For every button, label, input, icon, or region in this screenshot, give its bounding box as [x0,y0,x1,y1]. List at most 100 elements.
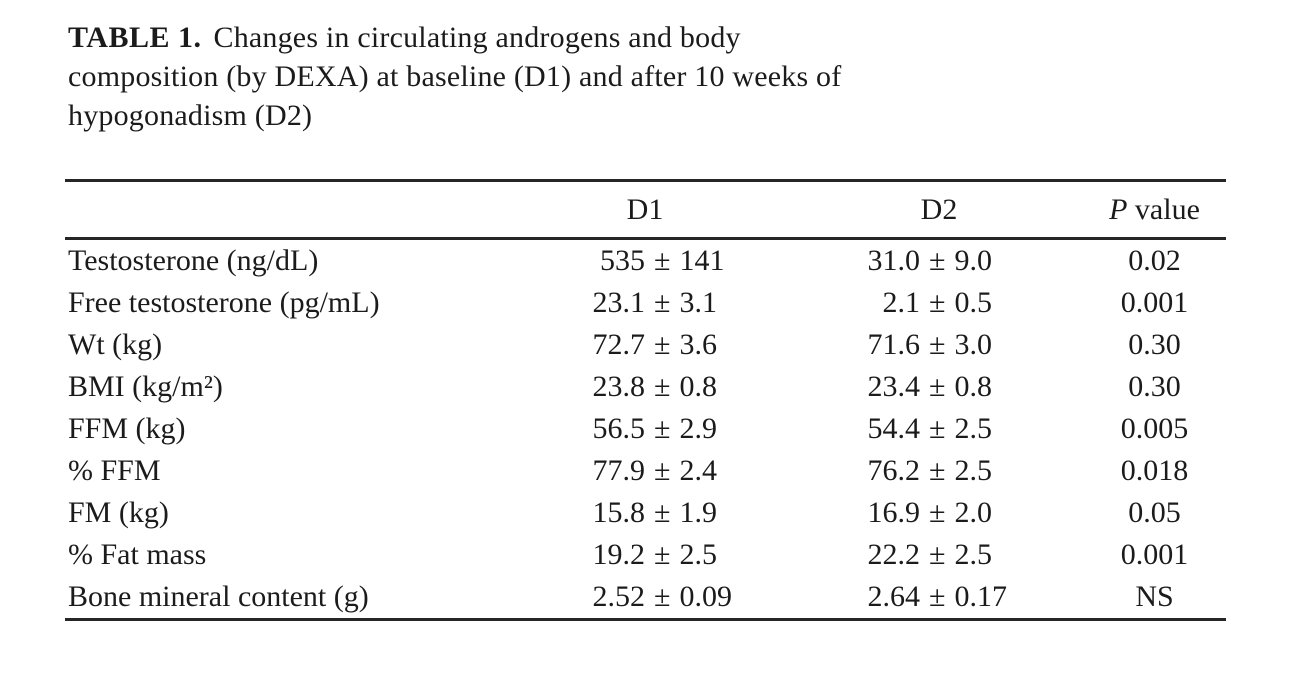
plus-minus-symbol: ± [929,244,946,277]
d1-value: 2.52 ±0.09 [495,580,795,614]
table-row: Bone mineral content (g) 2.52 ±0.09 2.64 ±… [65,576,1226,620]
plus-minus-symbol: ± [929,496,946,529]
d2-sd: 3.0 [954,328,992,361]
row-label: Wt (kg) [68,328,163,361]
title-text: Changes in circulating androgens and bod… [213,21,741,54]
d2-sd: 2.5 [954,412,992,445]
p-value: 0.30 [1128,328,1181,361]
d1-mean: 23.1 [592,286,646,319]
p-value: 0.001 [1120,286,1189,319]
d2-mean: 2.1 [882,286,921,319]
p-value: 0.005 [1120,412,1189,445]
p-symbol: P [1109,192,1128,226]
d1-sd: 1.9 [679,496,717,529]
plus-minus-symbol: ± [654,328,671,361]
table-row: Free testosterone (pg/mL) 23.1 ±3.1 2.1 ±0… [65,282,1226,324]
table-row: Wt (kg) 72.7 ±3.6 71.6 ±3.0 0.30 [65,324,1226,366]
row-label: BMI (kg/m²) [68,370,223,403]
d2-sd: 0.17 [954,580,1007,613]
column-header-blank [65,180,495,240]
d2-value: 76.2 ±2.5 [795,454,1083,488]
column-header-d2: D2 [795,180,1083,240]
table-title: TABLE 1. Changes in circulating androgens… [68,18,841,135]
d2-mean: 71.6 [867,328,921,361]
d2-sd: 2.5 [954,454,992,487]
d1-value: 77.9 ±2.4 [495,454,795,488]
plus-minus-symbol: ± [929,328,946,361]
data-table: D1 D2 P value Testosterone (ng/dL) 535 ±1… [65,179,1226,621]
title-line-2: composition (by DEXA) at baseline (D1) a… [68,60,842,93]
table-row: BMI (kg/m²) 23.8 ±0.8 23.4 ±0.8 0.30 [65,366,1226,408]
header-row: D1 D2 P value [65,180,1226,240]
d1-value: 15.8 ±1.9 [495,496,795,530]
d2-value: 54.4 ±2.5 [795,412,1083,446]
d2-value: 31.0 ±9.0 [795,244,1083,278]
d1-sd: 3.1 [679,286,717,319]
d1-value: 72.7 ±3.6 [495,328,795,362]
d2-value: 23.4 ±0.8 [795,370,1083,404]
plus-minus-symbol: ± [929,538,946,571]
d2-value: 16.9 ±2.0 [795,496,1083,530]
row-label: Bone mineral content (g) [68,580,369,613]
plus-minus-symbol: ± [654,454,671,487]
plus-minus-symbol: ± [654,496,671,529]
d2-mean: 22.2 [867,538,921,571]
table-container: D1 D2 P value Testosterone (ng/dL) 535 ±1… [65,179,1226,621]
d2-value: 2.1 ±0.5 [795,286,1083,320]
column-header-pvalue: P value [1083,180,1226,240]
plus-minus-symbol: ± [654,538,671,571]
d2-value: 2.64 ±0.17 [795,580,1083,614]
d2-value: 22.2 ±2.5 [795,538,1083,572]
d2-sd: 9.0 [954,244,992,277]
table-row: FFM (kg) 56.5 ±2.9 54.4 ±2.5 0.005 [65,408,1226,450]
d2-sd: 0.5 [954,286,992,319]
d1-sd: 2.5 [679,538,717,571]
d2-mean: 31.0 [867,244,921,277]
table-row: FM (kg) 15.8 ±1.9 16.9 ±2.0 0.05 [65,492,1226,534]
p-value: 0.018 [1120,454,1189,487]
row-label: Testosterone (ng/dL) [68,244,319,277]
pvalue-word: value [1127,192,1200,226]
p-value: 0.001 [1120,538,1189,571]
d1-sd: 141 [679,244,725,277]
d1-value: 23.8 ±0.8 [495,370,795,404]
table-row: Testosterone (ng/dL) 535 ±141 31.0 ±9.0 0.… [65,239,1226,283]
d2-value: 71.6 ±3.0 [795,328,1083,362]
table-number-label: TABLE 1. [68,21,202,54]
d1-sd: 2.9 [679,412,717,445]
plus-minus-symbol: ± [654,412,671,445]
d1-mean: 56.5 [592,412,646,445]
d2-mean: 76.2 [867,454,921,487]
plus-minus-symbol: ± [929,580,946,613]
d2-mean: 2.64 [867,580,921,613]
d2-sd: 0.8 [954,370,992,403]
d1-value: 56.5 ±2.9 [495,412,795,446]
plus-minus-symbol: ± [929,286,946,319]
d1-sd: 0.09 [679,580,732,613]
d1-sd: 2.4 [679,454,717,487]
table-row: % Fat mass 19.2 ±2.5 22.2 ±2.5 0.001 [65,534,1226,576]
plus-minus-symbol: ± [654,370,671,403]
d1-value: 535 ±141 [495,244,795,278]
d1-mean: 19.2 [592,538,646,571]
d2-mean: 23.4 [867,370,921,403]
p-value: 0.05 [1128,496,1181,529]
title-line-3: hypogonadism (D2) [68,99,313,132]
d1-mean: 2.52 [592,580,646,613]
p-value: 0.30 [1128,370,1181,403]
plus-minus-symbol: ± [929,370,946,403]
plus-minus-symbol: ± [654,286,671,319]
row-label: % Fat mass [68,538,207,571]
p-value: NS [1135,580,1174,613]
d1-mean: 23.8 [592,370,646,403]
d1-mean: 77.9 [592,454,646,487]
plus-minus-symbol: ± [929,454,946,487]
d2-sd: 2.0 [954,496,992,529]
d1-mean: 15.8 [592,496,646,529]
row-label: Free testosterone (pg/mL) [68,286,380,319]
plus-minus-symbol: ± [654,580,671,613]
row-label: % FFM [68,454,161,487]
d1-sd: 3.6 [679,328,717,361]
plus-minus-symbol: ± [654,244,671,277]
